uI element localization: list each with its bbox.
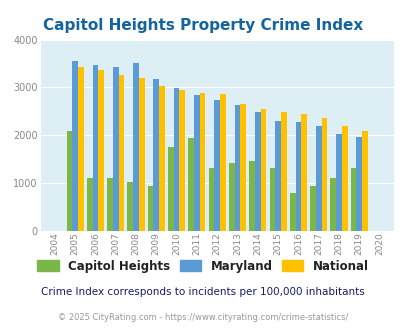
Bar xyxy=(234,105,240,231)
Bar xyxy=(335,134,341,231)
Bar xyxy=(341,126,347,231)
Bar xyxy=(127,182,133,231)
Bar xyxy=(87,178,92,231)
Bar xyxy=(330,178,335,231)
Bar xyxy=(249,161,254,231)
Bar xyxy=(309,185,315,231)
Bar xyxy=(321,118,326,231)
Bar xyxy=(220,94,225,231)
Bar xyxy=(350,168,356,231)
Bar xyxy=(280,112,286,231)
Bar xyxy=(194,95,199,231)
Bar xyxy=(188,138,194,231)
Bar xyxy=(315,126,321,231)
Bar xyxy=(269,168,275,231)
Bar xyxy=(139,78,144,231)
Bar xyxy=(295,122,301,231)
Bar xyxy=(133,63,139,231)
Bar xyxy=(228,163,234,231)
Bar xyxy=(147,185,153,231)
Bar xyxy=(208,168,214,231)
Bar xyxy=(275,121,280,231)
Bar xyxy=(179,90,185,231)
Bar xyxy=(92,65,98,231)
Bar xyxy=(361,131,367,231)
Bar xyxy=(168,147,173,231)
Bar xyxy=(78,67,83,231)
Bar xyxy=(173,88,179,231)
Legend: Capitol Heights, Maryland, National: Capitol Heights, Maryland, National xyxy=(33,255,372,278)
Bar xyxy=(107,178,113,231)
Bar xyxy=(356,137,361,231)
Bar xyxy=(199,93,205,231)
Bar xyxy=(98,70,104,231)
Bar xyxy=(159,85,164,231)
Bar xyxy=(301,114,306,231)
Text: © 2025 CityRating.com - https://www.cityrating.com/crime-statistics/: © 2025 CityRating.com - https://www.city… xyxy=(58,313,347,322)
Bar xyxy=(240,104,245,231)
Bar xyxy=(113,67,118,231)
Bar xyxy=(153,79,159,231)
Bar xyxy=(66,130,72,231)
Bar xyxy=(72,61,78,231)
Text: Crime Index corresponds to incidents per 100,000 inhabitants: Crime Index corresponds to incidents per… xyxy=(41,287,364,297)
Text: Capitol Heights Property Crime Index: Capitol Heights Property Crime Index xyxy=(43,18,362,33)
Bar xyxy=(118,75,124,231)
Bar xyxy=(260,109,266,231)
Bar xyxy=(214,100,220,231)
Bar xyxy=(254,112,260,231)
Bar xyxy=(289,193,295,231)
